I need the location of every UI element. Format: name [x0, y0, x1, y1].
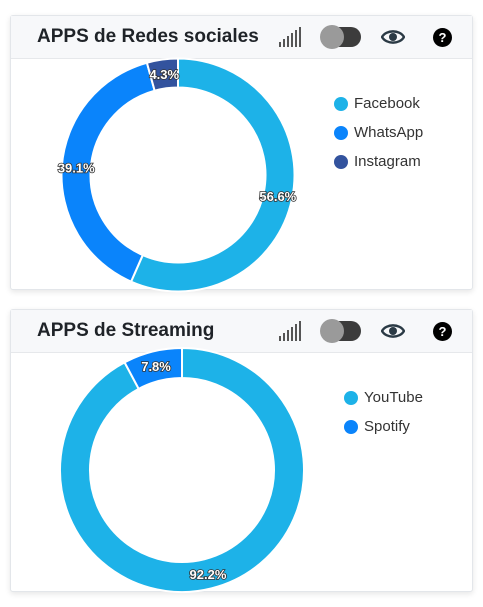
- legend-item-spotify[interactable]: Spotify: [344, 412, 423, 441]
- card-toolbar: ?: [279, 318, 452, 344]
- card-toolbar: ?: [279, 24, 452, 50]
- signal-bars-icon[interactable]: [279, 27, 301, 47]
- legend-item-instagram[interactable]: Instagram: [334, 147, 423, 176]
- legend-label: Facebook: [354, 95, 420, 112]
- chart-title: APPS de Redes sociales: [37, 26, 259, 47]
- donut-chart-streaming: 92.2% 7.8%: [59, 346, 305, 593]
- signal-bars-icon[interactable]: [279, 321, 301, 341]
- legend-swatch: [344, 390, 358, 405]
- donut-slice-youtube[interactable]: [59, 346, 305, 593]
- slice-value-label: 4.3%: [149, 67, 179, 82]
- legend-item-facebook[interactable]: Facebook: [334, 89, 423, 118]
- legend-item-whatsapp[interactable]: WhatsApp: [334, 118, 423, 147]
- donut-slice-instagram[interactable]: [145, 57, 179, 92]
- legend-label: YouTube: [364, 389, 423, 406]
- donut-chart-redes-sociales: 56.6% 39.1% 4.3%: [57, 57, 297, 293]
- chart-legend: Facebook WhatsApp Instagram: [334, 89, 423, 176]
- toggle-switch[interactable]: [320, 319, 361, 343]
- legend-swatch: [334, 125, 348, 140]
- legend-label: Spotify: [364, 418, 410, 435]
- toggle-knob: [320, 319, 344, 343]
- chart-legend: YouTube Spotify: [344, 383, 423, 441]
- chart-card-streaming: APPS de Streaming ? 92.2% 7.8% YouTube Spo…: [10, 309, 473, 593]
- eye-icon[interactable]: [381, 322, 405, 340]
- slice-value-label: 56.6%: [259, 189, 296, 204]
- toggle-switch[interactable]: [320, 25, 361, 49]
- chart-title: APPS de Streaming: [37, 320, 215, 341]
- slice-value-label: 92.2%: [190, 567, 227, 582]
- card-header: APPS de Redes sociales ?: [11, 16, 472, 59]
- eye-icon[interactable]: [381, 28, 405, 46]
- card-header: APPS de Streaming ?: [11, 310, 472, 353]
- legend-item-youtube[interactable]: YouTube: [344, 383, 423, 412]
- help-icon[interactable]: ?: [433, 27, 452, 47]
- donut-slice-facebook[interactable]: [129, 57, 296, 293]
- help-icon[interactable]: ?: [433, 321, 452, 341]
- legend-swatch: [334, 154, 348, 169]
- toggle-knob: [320, 25, 344, 49]
- slice-value-label: 39.1%: [58, 161, 95, 176]
- donut-slice-spotify[interactable]: [123, 346, 183, 391]
- slice-value-label: 7.8%: [141, 359, 171, 374]
- legend-label: Instagram: [354, 153, 421, 170]
- legend-label: WhatsApp: [354, 124, 424, 141]
- legend-swatch: [344, 419, 358, 434]
- legend-swatch: [334, 96, 348, 111]
- chart-card-redes-sociales: APPS de Redes sociales ? 56.6% 39.1% 4.3% …: [10, 15, 473, 293]
